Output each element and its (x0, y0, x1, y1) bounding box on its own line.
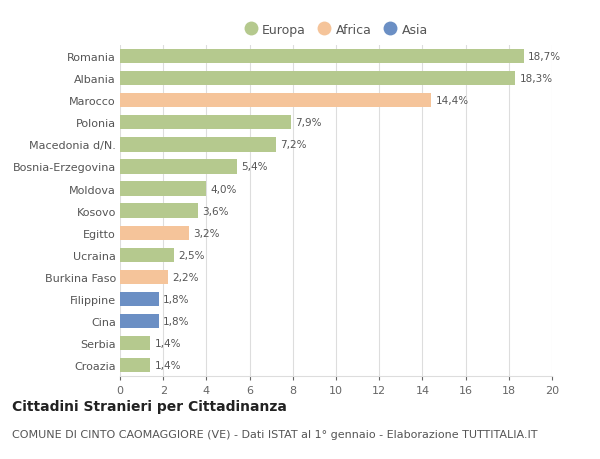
Text: Cittadini Stranieri per Cittadinanza: Cittadini Stranieri per Cittadinanza (12, 399, 287, 413)
Bar (120, 292, 159, 307)
Bar (120, 182, 206, 196)
Text: 1,4%: 1,4% (155, 338, 181, 348)
Text: 7,2%: 7,2% (280, 140, 307, 150)
Text: 1,4%: 1,4% (155, 360, 181, 370)
Bar (120, 270, 167, 285)
Bar (120, 72, 515, 86)
Text: 14,4%: 14,4% (436, 96, 469, 106)
Bar (120, 358, 150, 373)
Bar (120, 204, 198, 218)
Text: 3,6%: 3,6% (202, 206, 229, 216)
Bar (120, 226, 189, 241)
Bar (120, 50, 524, 64)
Bar (120, 314, 159, 329)
Bar (120, 138, 275, 152)
Text: 18,3%: 18,3% (520, 74, 553, 84)
Bar (120, 248, 174, 263)
Text: 4,0%: 4,0% (211, 184, 237, 194)
Text: 1,8%: 1,8% (163, 294, 190, 304)
Legend: Europa, Africa, Asia: Europa, Africa, Asia (239, 19, 433, 42)
Text: 2,2%: 2,2% (172, 272, 199, 282)
Text: 18,7%: 18,7% (528, 52, 562, 62)
Bar (120, 336, 150, 351)
Text: 7,9%: 7,9% (295, 118, 322, 128)
Text: 2,5%: 2,5% (178, 250, 205, 260)
Bar (120, 116, 290, 130)
Text: 5,4%: 5,4% (241, 162, 268, 172)
Text: 3,2%: 3,2% (193, 228, 220, 238)
Text: COMUNE DI CINTO CAOMAGGIORE (VE) - Dati ISTAT al 1° gennaio - Elaborazione TUTTI: COMUNE DI CINTO CAOMAGGIORE (VE) - Dati … (12, 429, 538, 439)
Bar (120, 160, 236, 174)
Bar (120, 94, 431, 108)
Text: 1,8%: 1,8% (163, 316, 190, 326)
